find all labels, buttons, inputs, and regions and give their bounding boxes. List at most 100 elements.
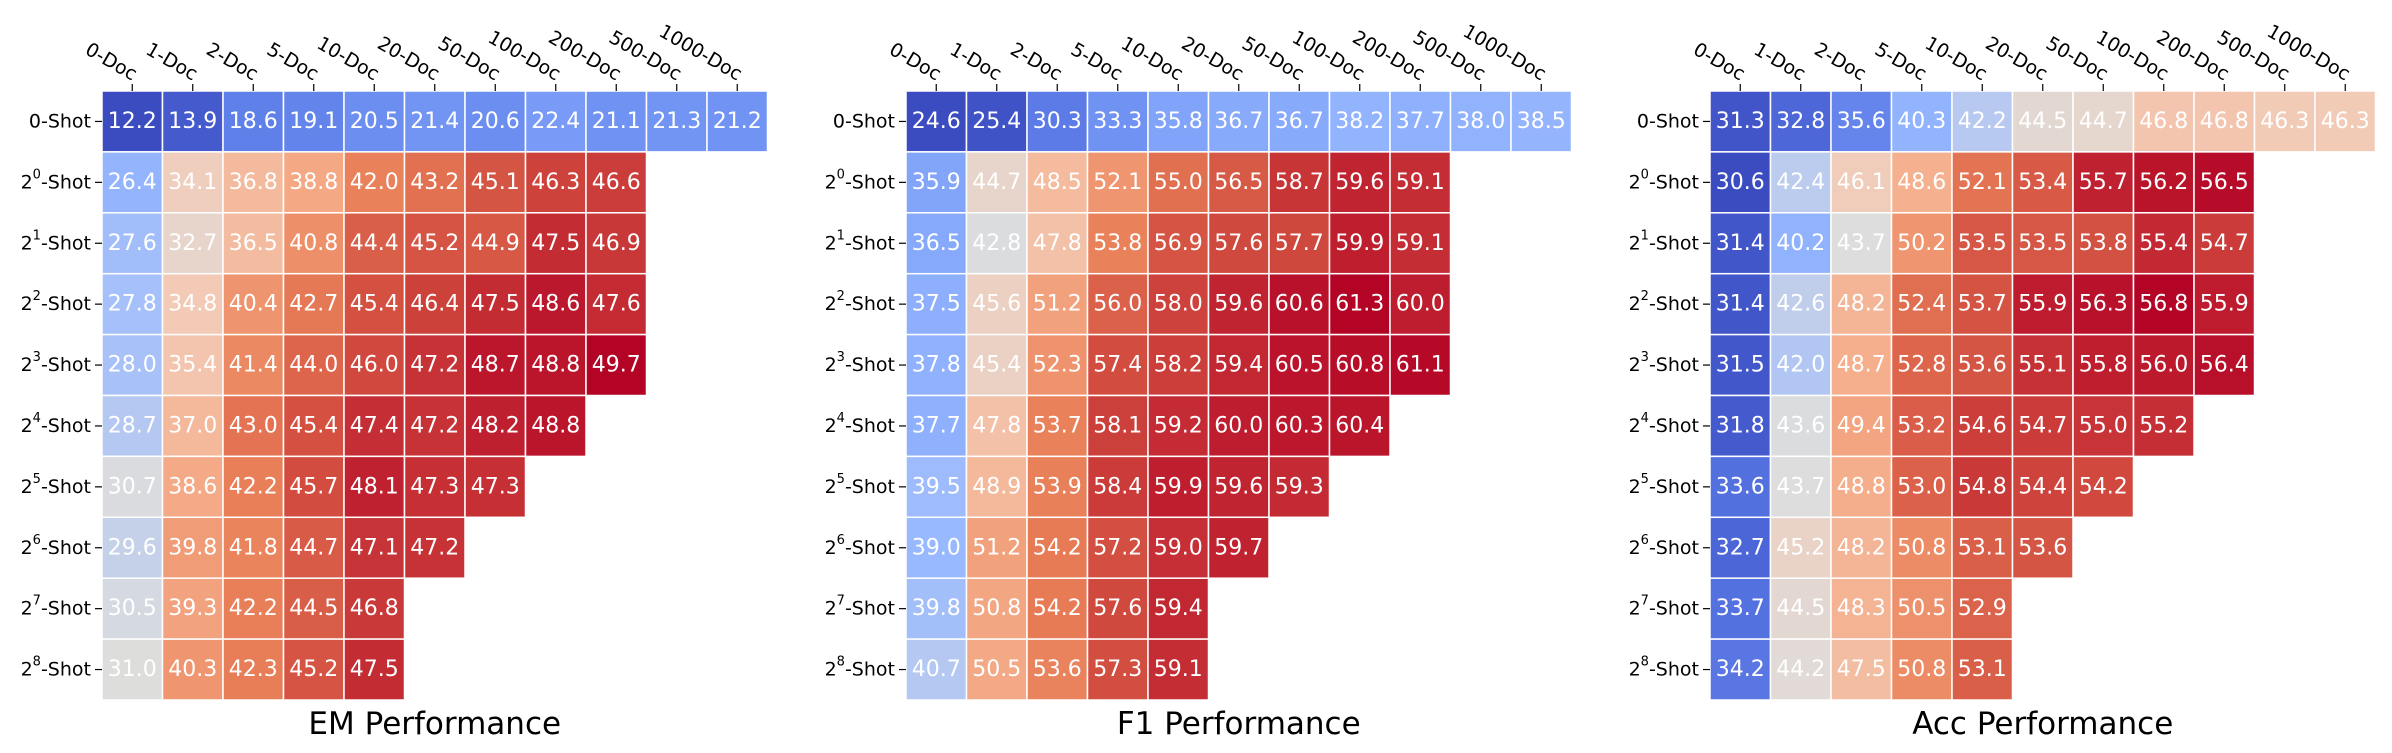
cell-value-label: 46.4 — [410, 292, 459, 317]
heatmap-panel-1: 12.2 13.9 18.6 19.1 20.5 21.4 20.6 22.4 21.1 21.3… — [21, 20, 769, 742]
cell-value-label: 47.6 — [592, 292, 641, 317]
heatmap-cell — [403, 394, 466, 458]
heatmap-cell — [2072, 151, 2135, 214]
cell-value-label: 59.6 — [1335, 170, 1384, 195]
cell-value-label: 43.0 — [229, 413, 278, 438]
cell-value-label: 53.6 — [1033, 657, 1082, 682]
heatmap-cell — [905, 212, 968, 275]
heatmap-cell — [524, 394, 587, 458]
cell-value-label: 35.8 — [1154, 109, 1203, 134]
heatmap-cell — [1086, 394, 1149, 458]
y-tick-label: 20-Shot — [21, 167, 91, 193]
cell-value-label: 56.0 — [2139, 353, 2188, 378]
cell-value-label: 46.3 — [531, 170, 580, 195]
y-tick-label: 24-Shot — [21, 411, 91, 437]
cell-value-label: 53.6 — [1958, 353, 2007, 378]
heatmap-cell — [464, 333, 527, 397]
cell-value-label: 48.6 — [1897, 170, 1946, 195]
cell-value-label: 39.5 — [912, 474, 961, 499]
cell-value-label: 51.2 — [1033, 292, 1082, 317]
cell-value-label: 31.8 — [1716, 413, 1765, 438]
cell-value-label: 57.3 — [1093, 657, 1142, 682]
heatmap-cell — [1709, 516, 1772, 579]
heatmap-cell — [2072, 90, 2135, 153]
cell-value-label: 38.6 — [168, 474, 217, 499]
cell-value-label: 50.5 — [1897, 596, 1946, 621]
cell-value-label: 42.0 — [1776, 353, 1825, 378]
y-tick-label: 21-Shot — [21, 228, 91, 254]
cell-value-label: 37.8 — [912, 353, 961, 378]
heatmap-cell — [1951, 272, 2014, 336]
cell-value-label: 27.6 — [108, 231, 157, 256]
heatmap-cell — [1769, 151, 1832, 214]
cell-value-label: 59.6 — [1214, 474, 1263, 499]
cell-value-label: 21.3 — [652, 109, 701, 134]
heatmap-cell — [905, 455, 968, 519]
cell-value-label: 46.3 — [2260, 109, 2309, 134]
heatmap-cell — [282, 516, 345, 579]
heatmap-cell — [2011, 272, 2074, 336]
y-tick-label: 24-Shot — [825, 411, 895, 437]
cell-value-label: 45.4 — [289, 413, 338, 438]
cell-value-label: 47.1 — [350, 535, 399, 560]
cell-value-label: 53.1 — [1958, 657, 2007, 682]
heatmap-cell — [2072, 394, 2135, 458]
cell-value-label: 36.5 — [229, 231, 278, 256]
heatmap-cell — [1147, 455, 1210, 519]
cell-value-label: 55.9 — [2200, 292, 2249, 317]
cell-value-label: 52.4 — [1897, 292, 1946, 317]
cell-value-label: 48.5 — [1033, 170, 1082, 195]
heatmap-cell — [1769, 90, 1832, 153]
heatmap-cell — [343, 577, 406, 640]
heatmap-cell — [2132, 333, 2195, 397]
cell-value-label: 36.8 — [229, 170, 278, 195]
heatmap-cell — [161, 212, 224, 275]
heatmap-cell — [464, 394, 527, 458]
heatmap-cell — [282, 455, 345, 519]
cell-value-label: 47.8 — [1033, 231, 1082, 256]
heatmap-cell — [1026, 333, 1089, 397]
y-tick-label: 24-Shot — [1629, 411, 1699, 437]
cell-value-label: 59.9 — [1154, 474, 1203, 499]
y-tick-label: 21-Shot — [1629, 228, 1699, 254]
heatmap-cell — [1951, 394, 2014, 458]
cell-value-label: 46.6 — [592, 170, 641, 195]
cell-value-label: 56.2 — [2139, 170, 2188, 195]
heatmap-cell — [282, 394, 345, 458]
heatmap-cell — [2011, 455, 2074, 519]
cell-value-label: 48.7 — [471, 353, 520, 378]
heatmap-cell — [1769, 638, 1832, 701]
cell-value-label: 31.3 — [1716, 109, 1765, 134]
cell-value-label: 55.9 — [2018, 292, 2067, 317]
heatmap-cell — [1086, 638, 1149, 701]
x-tick-label: 0-Doc — [1690, 38, 1749, 85]
heatmap-cell — [403, 455, 466, 519]
heatmap-cell — [403, 90, 466, 153]
cell-value-label: 59.1 — [1154, 657, 1203, 682]
cell-value-label: 19.1 — [289, 109, 338, 134]
heatmap-cell — [645, 90, 708, 153]
heatmap-cell — [1147, 212, 1210, 275]
y-tick-label: 26-Shot — [1629, 533, 1699, 559]
cell-value-label: 40.2 — [1776, 231, 1825, 256]
cell-value-label: 50.8 — [1897, 657, 1946, 682]
cell-value-label: 21.4 — [410, 109, 459, 134]
cell-value-label: 44.5 — [289, 596, 338, 621]
cell-value-label: 47.8 — [972, 413, 1021, 438]
x-tick-label: 20-Doc — [374, 32, 444, 85]
cell-value-label: 59.7 — [1214, 535, 1263, 560]
heatmap-cell — [1026, 212, 1089, 275]
cell-value-label: 37.0 — [168, 413, 217, 438]
heatmap-cell — [1328, 212, 1391, 275]
cell-value-label: 29.6 — [108, 535, 157, 560]
heatmap-cell — [965, 151, 1028, 214]
cell-value-label: 42.8 — [972, 231, 1021, 256]
heatmap-cell — [524, 151, 587, 214]
x-tick-label: 0-Doc — [82, 38, 141, 85]
x-tick-label: 1-Doc — [142, 38, 201, 85]
cell-value-label: 44.9 — [471, 231, 520, 256]
cell-value-label: 57.4 — [1093, 353, 1142, 378]
heatmap-cell — [1147, 394, 1210, 458]
cell-value-label: 22.4 — [531, 109, 580, 134]
cell-value-label: 52.3 — [1033, 353, 1082, 378]
